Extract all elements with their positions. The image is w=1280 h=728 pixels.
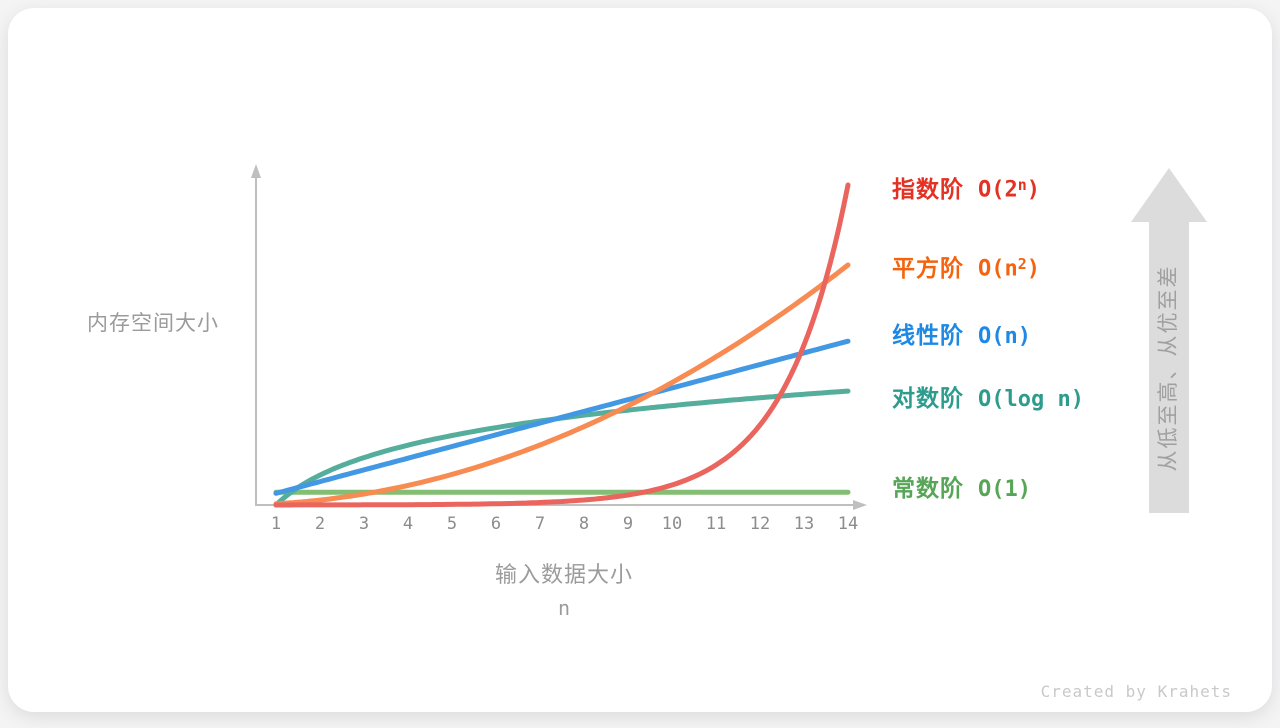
x-tick-label: 11 (706, 514, 726, 534)
x-tick-label: 5 (447, 514, 457, 534)
legend-formula-constant: O(1) (978, 477, 1031, 502)
complexity-chart: 1 2 3 4 5 6 7 8 9 10 11 12 13 14 (251, 164, 1207, 534)
x-tick-label: 1 (271, 514, 281, 534)
x-tick-label: 3 (359, 514, 369, 534)
chart-card: 1 2 3 4 5 6 7 8 9 10 11 12 13 14 内存空间大小 输入数据大小 n 指数阶 O… (8, 8, 1272, 712)
x-tick-label: 4 (403, 514, 413, 534)
legend-name-exponential: 指数阶 (892, 176, 964, 202)
x-tick-label: 10 (662, 514, 682, 534)
legend-name-logarithmic: 对数阶 (892, 385, 964, 411)
x-tick-label: 13 (794, 514, 814, 534)
legend-item-constant: 常数阶 O(1) (892, 469, 1031, 502)
x-tick-label: 9 (623, 514, 633, 534)
direction-arrow-label: 从低至高、从优至差 (1157, 264, 1180, 472)
x-tick-label: 8 (579, 514, 589, 534)
x-tick-label: 12 (750, 514, 770, 534)
x-axis-title: 输入数据大小 (494, 562, 633, 587)
watermark: Created by Krahets (1040, 682, 1232, 701)
legend-formula-exponential: O(2n) (978, 176, 1041, 203)
x-tick-label: 7 (535, 514, 545, 534)
x-tick-label: 14 (838, 514, 858, 534)
x-tick-label: 6 (491, 514, 501, 534)
legend-item-quadratic: 平方阶 O(n2) (892, 249, 1041, 282)
curve-logarithmic (273, 388, 851, 508)
x-axis-arrowhead (853, 500, 867, 510)
legend-item-exponential: 指数阶 O(2n) (892, 170, 1041, 203)
y-axis-arrowhead (251, 164, 261, 178)
curve-linear (273, 338, 851, 496)
y-axis-title: 内存空间大小 (87, 312, 219, 335)
legend-name-quadratic: 平方阶 (892, 255, 964, 281)
legend-item-logarithmic: 对数阶 O(log n) (892, 379, 1084, 412)
legend-formula-quadratic: O(n2) (978, 255, 1041, 282)
legend-formula-logarithmic: O(log n) (978, 387, 1084, 412)
legend-formula-linear: O(n) (978, 324, 1031, 349)
curve-quadratic (273, 262, 851, 507)
legend-name-constant: 常数阶 (892, 475, 964, 501)
x-axis-unit: n (557, 596, 571, 620)
x-tick-label: 2 (315, 514, 325, 534)
legend-name-linear: 线性阶 (892, 322, 964, 348)
legend-item-linear: 线性阶 O(n) (892, 316, 1031, 349)
curve-exponential (273, 182, 851, 508)
